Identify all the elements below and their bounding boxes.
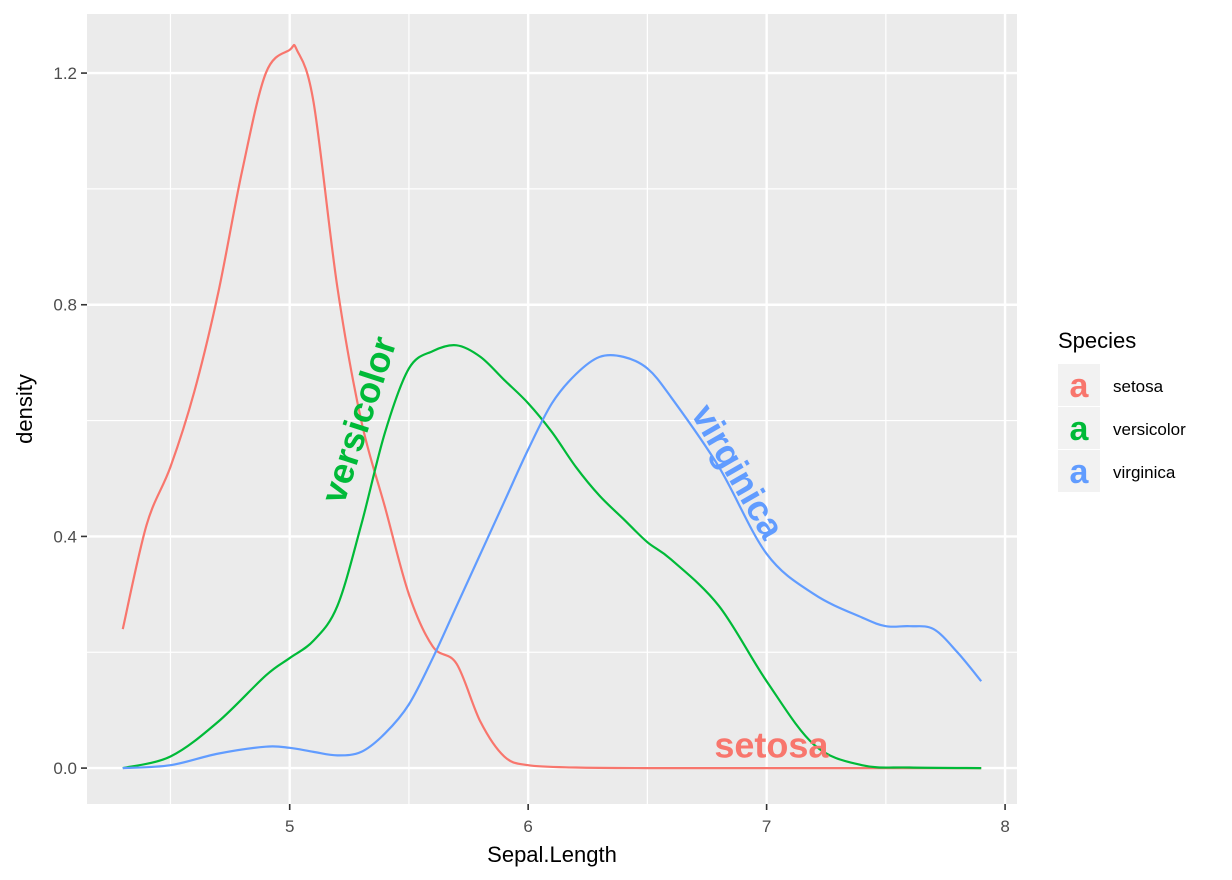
major-gridlines xyxy=(87,14,1017,804)
y-axis-title: density xyxy=(12,374,37,444)
x-tick-label: 5 xyxy=(285,817,294,836)
legend-title: Species xyxy=(1058,328,1136,353)
y-tick-label: 0.0 xyxy=(53,759,77,778)
x-axis-title: Sepal.Length xyxy=(487,842,617,867)
x-tick-label: 7 xyxy=(762,817,771,836)
legend: Species a setosa a versicolor a virginica xyxy=(1058,328,1186,492)
density-line-setosa xyxy=(121,43,982,770)
density-curves xyxy=(121,43,983,770)
legend-label-virginica: virginica xyxy=(1113,463,1176,482)
legend-key-bg xyxy=(1058,364,1100,406)
minor-gridlines xyxy=(87,14,1017,804)
legend-key-glyph: a xyxy=(1070,410,1090,448)
x-tick-label: 6 xyxy=(523,817,532,836)
y-tick-label: 1.2 xyxy=(53,64,77,83)
x-tick-label: 8 xyxy=(1000,817,1009,836)
density-line-versicolor xyxy=(122,344,982,770)
legend-key-bg xyxy=(1058,407,1100,449)
legend-key-glyph: a xyxy=(1070,367,1090,405)
axes: 5 6 7 8 0.0 0.4 0.8 1.2 xyxy=(53,64,1009,836)
density-line-virginica xyxy=(122,353,983,770)
legend-label-setosa: setosa xyxy=(1113,377,1164,396)
legend-key-bg xyxy=(1058,450,1100,492)
y-tick-label: 0.4 xyxy=(53,527,77,546)
curve-label-setosa: setosa xyxy=(714,724,829,765)
y-tick-label: 0.8 xyxy=(53,296,77,315)
legend-label-versicolor: versicolor xyxy=(1113,420,1186,439)
legend-key-glyph: a xyxy=(1070,453,1090,491)
plot-panel xyxy=(87,14,1017,804)
